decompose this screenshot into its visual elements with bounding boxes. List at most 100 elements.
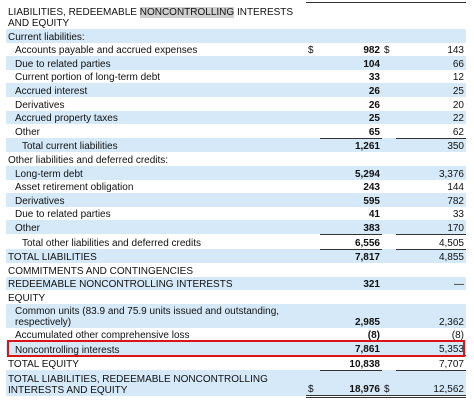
table-row: Total current liabilities 1,261 350 [6, 137, 466, 153]
row-label: EQUITY [8, 292, 46, 304]
row-label: Total other liabilities and deferred cre… [22, 238, 201, 249]
prior-value: 20 [452, 99, 464, 111]
current-value: 321 [320, 276, 382, 291]
prior-value: 25 [396, 83, 466, 97]
currency-sign [306, 263, 320, 277]
current-value: 5,294 [320, 165, 382, 180]
currency-sign [306, 193, 320, 207]
currency-sign [306, 29, 320, 43]
table-row: Due to related parties 104 66 [6, 56, 466, 70]
row-label: TOTAL EQUITY [8, 359, 79, 371]
currency-sign [382, 124, 396, 138]
table-body: LIABILITIES, REDEEMABLE NONCONTROLLING I… [6, 2, 466, 398]
currency-sign [382, 152, 396, 166]
currency-sign [306, 138, 320, 153]
section-title: LIABILITIES, REDEEMABLE NONCONTROLLING I… [6, 3, 306, 29]
row-label: Other [15, 127, 41, 139]
currency-sign [306, 341, 320, 356]
currency-sign [382, 56, 396, 70]
current-value: 7,817 [320, 248, 382, 264]
currency-sign [382, 29, 396, 43]
row-label: Common units (83.9 and 75.9 units issued… [6, 303, 306, 328]
row-label: Long-term debt [6, 165, 306, 180]
title-part: LIABILITIES, REDEEMABLE [8, 7, 137, 18]
currency-sign [382, 263, 396, 277]
current-value: 18,976 [320, 369, 382, 398]
current-value: (8) [367, 330, 380, 342]
currency-sign [306, 220, 320, 235]
current-value [320, 290, 382, 304]
currency-sign [306, 97, 320, 111]
row-label: Noncontrolling interests [6, 341, 306, 356]
currency-sign [382, 290, 396, 304]
currency-sign [382, 138, 396, 153]
row-label: Derivatives [6, 193, 306, 207]
current-value: 26 [368, 99, 380, 111]
current-value: 982 [363, 45, 380, 57]
prior-value: 7,707 [396, 355, 466, 371]
currency-sign [306, 303, 320, 328]
table-row: TOTAL LIABILITIES 7,817 4,855 [6, 248, 466, 264]
current-value: 41 [368, 209, 380, 221]
row-label: Other [6, 220, 306, 235]
currency-sign [306, 290, 320, 304]
current-value: 104 [320, 56, 382, 70]
table-row: COMMITMENTS AND CONTINGENCIES [6, 263, 466, 277]
prior-value: 144 [447, 182, 464, 194]
currency-sign [382, 356, 396, 371]
currency-sign [306, 249, 320, 264]
prior-value: 33 [452, 209, 464, 221]
currency-sign: $ [382, 370, 396, 398]
table-row: Total other liabilities and deferred cre… [6, 233, 466, 249]
row-label: Accrued interest [6, 83, 306, 97]
currency-sign [306, 56, 320, 70]
table-row: Accrued property taxes 25 22 [6, 110, 466, 125]
table-row: Current portion of long-term debt 33 12 [6, 70, 466, 84]
table-row: Other 65 62 [6, 124, 466, 139]
row-label: TOTAL LIABILITIES [6, 249, 306, 264]
prior-value: 66 [396, 56, 466, 70]
currency-sign [382, 234, 396, 249]
prior-value: 3,376 [396, 165, 466, 180]
current-value: 7,861 [320, 341, 382, 356]
currency-sign [382, 303, 396, 328]
table-row: Asset retirement obligation 243 144 [6, 180, 466, 194]
row-label: Current liabilities: [6, 29, 306, 43]
row-label: REDEEMABLE NONCONTROLLING INTERESTS [6, 276, 306, 291]
current-value [320, 263, 382, 277]
row-label: Total current liabilities [6, 138, 306, 153]
currency-sign [306, 207, 320, 221]
table-row: TOTAL EQUITY 10,838 7,707 [6, 355, 466, 371]
row-label: TOTAL LIABILITIES, REDEEMABLE NONCONTROL… [6, 370, 306, 397]
currency-sign [306, 110, 320, 125]
current-value: 10,838 [320, 355, 382, 371]
currency-sign [382, 220, 396, 235]
table-row: Other 383 170 [6, 220, 466, 235]
currency-sign [306, 124, 320, 138]
currency-sign [382, 165, 396, 180]
prior-value: 170 [396, 220, 466, 235]
prior-value: 782 [396, 193, 466, 207]
currency-sign [306, 180, 320, 194]
currency-sign [382, 341, 396, 356]
table-row: Derivatives 26 20 [6, 97, 466, 111]
prior-value [396, 152, 466, 166]
row-label: Current portion of long-term debt [15, 72, 161, 84]
prior-value: 5,353 [396, 341, 466, 356]
currency-sign [382, 180, 396, 194]
prior-value: — [396, 276, 466, 291]
prior-value: 12,562 [396, 369, 466, 398]
table-row: TOTAL LIABILITIES, REDEEMABLE NONCONTROL… [6, 369, 466, 398]
currency-sign [306, 276, 320, 291]
current-value: 1,261 [320, 137, 382, 153]
currency-sign [382, 249, 396, 264]
currency-sign [382, 83, 396, 97]
table-row: Current liabilities: [6, 29, 466, 43]
current-value [320, 29, 382, 43]
currency-sign: $ [308, 45, 314, 57]
table-row: EQUITY [6, 290, 466, 304]
table-row: Accumulated other comprehensive loss (8) (… [6, 328, 466, 342]
balance-sheet-table: LIABILITIES, REDEEMABLE NONCONTROLLING I… [6, 2, 466, 398]
currency-sign [306, 83, 320, 97]
